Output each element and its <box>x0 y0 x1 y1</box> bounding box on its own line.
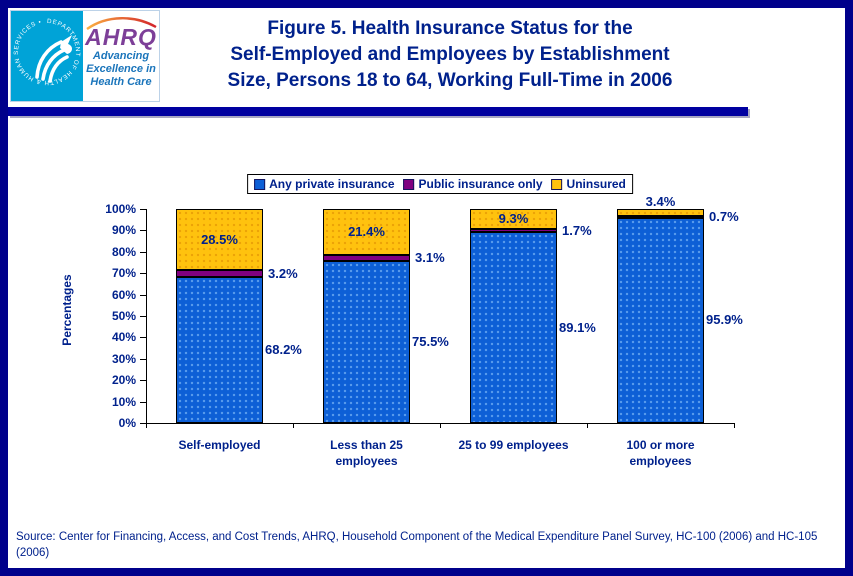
hhs-eagle-icon: DEPARTMENT OF HEALTH & HUMAN SERVICES • … <box>11 11 80 86</box>
x-tick-mark <box>146 424 147 428</box>
y-tick-label: 30% <box>111 351 136 366</box>
data-label-public-insurance-only: 1.7% <box>562 222 592 238</box>
bar-segment-public-insurance-only <box>323 254 410 262</box>
x-tick-mark <box>440 424 441 428</box>
chart-legend: Any private insurance Public insurance on… <box>247 174 633 194</box>
y-tick-label: 90% <box>111 223 136 238</box>
y-tick-label: 40% <box>111 330 136 345</box>
ahrq-tagline: Advancing Excellence in Health Care <box>86 50 156 88</box>
bar-segment-uninsured <box>617 209 704 217</box>
bar-segment-uninsured <box>176 209 263 271</box>
bar-segment-any-private-insurance <box>617 217 704 423</box>
hhs-seal-icon: DEPARTMENT OF HEALTH & HUMAN SERVICES • … <box>11 11 83 101</box>
ahrq-hhs-logo: DEPARTMENT OF HEALTH & HUMAN SERVICES • … <box>10 10 160 102</box>
bar-segment-public-insurance-only <box>617 216 704 219</box>
y-tick-mark <box>140 358 146 360</box>
y-tick-mark <box>140 294 146 296</box>
bar-segment-public-insurance-only <box>176 270 263 278</box>
data-label-any-private-insurance: 95.9% <box>706 312 743 328</box>
legend-item: Public insurance only <box>403 177 543 191</box>
data-label-any-private-insurance: 68.2% <box>265 342 302 358</box>
header-rule <box>8 107 748 116</box>
y-tick-label: 60% <box>111 287 136 302</box>
legend-swatch-icon <box>551 178 563 190</box>
bar-segment-public-insurance-only <box>470 228 557 233</box>
x-tick-mark <box>587 424 588 428</box>
data-label-public-insurance-only: 3.2% <box>268 265 298 281</box>
x-category-label: 100 or more employees <box>626 438 695 468</box>
legend-label: Any private insurance <box>269 177 395 191</box>
y-tick-mark <box>140 209 146 210</box>
y-tick-label: 80% <box>111 244 136 259</box>
y-tick-label: 100% <box>105 202 136 216</box>
y-tick-label: 50% <box>111 309 136 323</box>
data-label-any-private-insurance: 89.1% <box>559 319 596 335</box>
bar-segment-any-private-insurance <box>323 261 410 423</box>
legend-swatch-icon <box>254 178 266 190</box>
y-tick-mark <box>140 316 146 317</box>
y-tick-mark <box>140 230 146 232</box>
y-tick-mark <box>140 337 146 339</box>
y-tick-mark <box>140 251 146 253</box>
x-tick-mark <box>734 424 735 428</box>
x-category-label: Less than 25 employees <box>330 438 403 468</box>
data-label-any-private-insurance: 75.5% <box>412 334 449 350</box>
legend-swatch-icon <box>403 178 415 190</box>
y-tick-label: 0% <box>118 416 136 430</box>
ahrq-logo: AHRQ Advancing Excellence in Health Care <box>83 11 159 101</box>
source-note: Source: Center for Financing, Access, an… <box>16 531 818 559</box>
y-tick-mark <box>140 273 146 275</box>
x-category-label: 25 to 99 employees <box>458 438 569 452</box>
x-category-label: Self-employed <box>178 438 261 452</box>
legend-label: Uninsured <box>566 177 626 191</box>
legend-item: Any private insurance <box>254 177 395 191</box>
data-label-public-insurance-only: 3.1% <box>415 250 445 266</box>
x-tick-mark <box>293 424 294 428</box>
ahrq-wordmark: AHRQ <box>85 24 157 50</box>
figure-title: Figure 5. Health Insurance Status for th… <box>227 18 673 91</box>
y-tick-mark <box>140 423 146 424</box>
y-tick-mark <box>140 401 146 403</box>
chart-plot-area: Percentages 0% 10% 20% 30% 40% 50% 60% 70% 80% 90… <box>8 8 845 568</box>
legend-label: Public insurance only <box>418 177 543 191</box>
eagle-wing-strokes <box>35 40 69 83</box>
ahrq-swoosh-icon <box>86 17 157 30</box>
y-tick-mark <box>140 380 146 382</box>
y-axis-line <box>146 209 147 424</box>
data-label-public-insurance-only: 0.7% <box>709 209 739 225</box>
bar-segment-any-private-insurance <box>176 277 263 423</box>
bar-segment-uninsured <box>470 208 557 229</box>
data-label-uninsured: 28.5% <box>201 231 238 247</box>
eagle-head <box>60 35 73 54</box>
data-label-uninsured: 3.4% <box>645 194 676 209</box>
data-label-uninsured: 21.4% <box>348 223 385 239</box>
y-tick-label: 10% <box>111 394 136 409</box>
x-axis-line <box>146 423 735 424</box>
legend-item: Uninsured <box>551 177 626 191</box>
y-tick-label: 70% <box>111 266 136 281</box>
bar-segment-any-private-insurance <box>470 232 557 423</box>
y-tick-label: 20% <box>111 373 136 388</box>
bar-segment-uninsured <box>323 209 410 255</box>
data-label-uninsured: 9.3% <box>498 210 529 226</box>
